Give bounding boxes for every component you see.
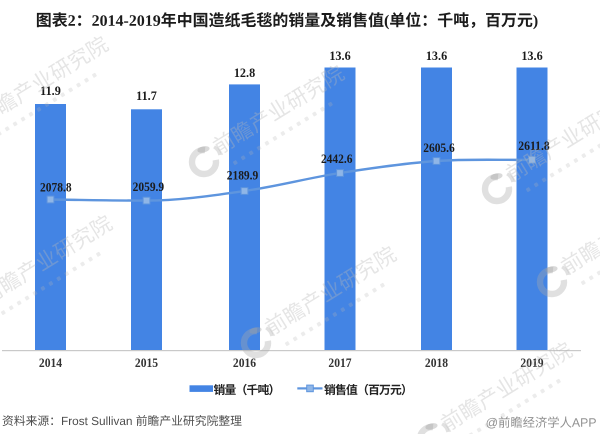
svg-text:2078.8: 2078.8 (40, 180, 72, 194)
svg-text:11.7: 11.7 (136, 89, 157, 103)
svg-text:2017: 2017 (328, 356, 351, 370)
svg-text:2015: 2015 (135, 356, 158, 370)
svg-text:13.6: 13.6 (426, 49, 447, 63)
svg-text:2605.6: 2605.6 (423, 141, 455, 155)
svg-text:2611.8: 2611.8 (518, 139, 550, 153)
svg-text:2014: 2014 (39, 356, 62, 370)
svg-text:12.8: 12.8 (234, 66, 255, 80)
svg-text:13.6: 13.6 (521, 49, 542, 63)
svg-text:2016: 2016 (233, 356, 256, 370)
svg-text:2059.9: 2059.9 (133, 180, 165, 194)
svg-text:13.6: 13.6 (329, 49, 350, 63)
svg-text:2442.6: 2442.6 (321, 152, 353, 166)
svg-text:2018: 2018 (425, 356, 448, 370)
svg-text:2189.9: 2189.9 (227, 168, 259, 182)
